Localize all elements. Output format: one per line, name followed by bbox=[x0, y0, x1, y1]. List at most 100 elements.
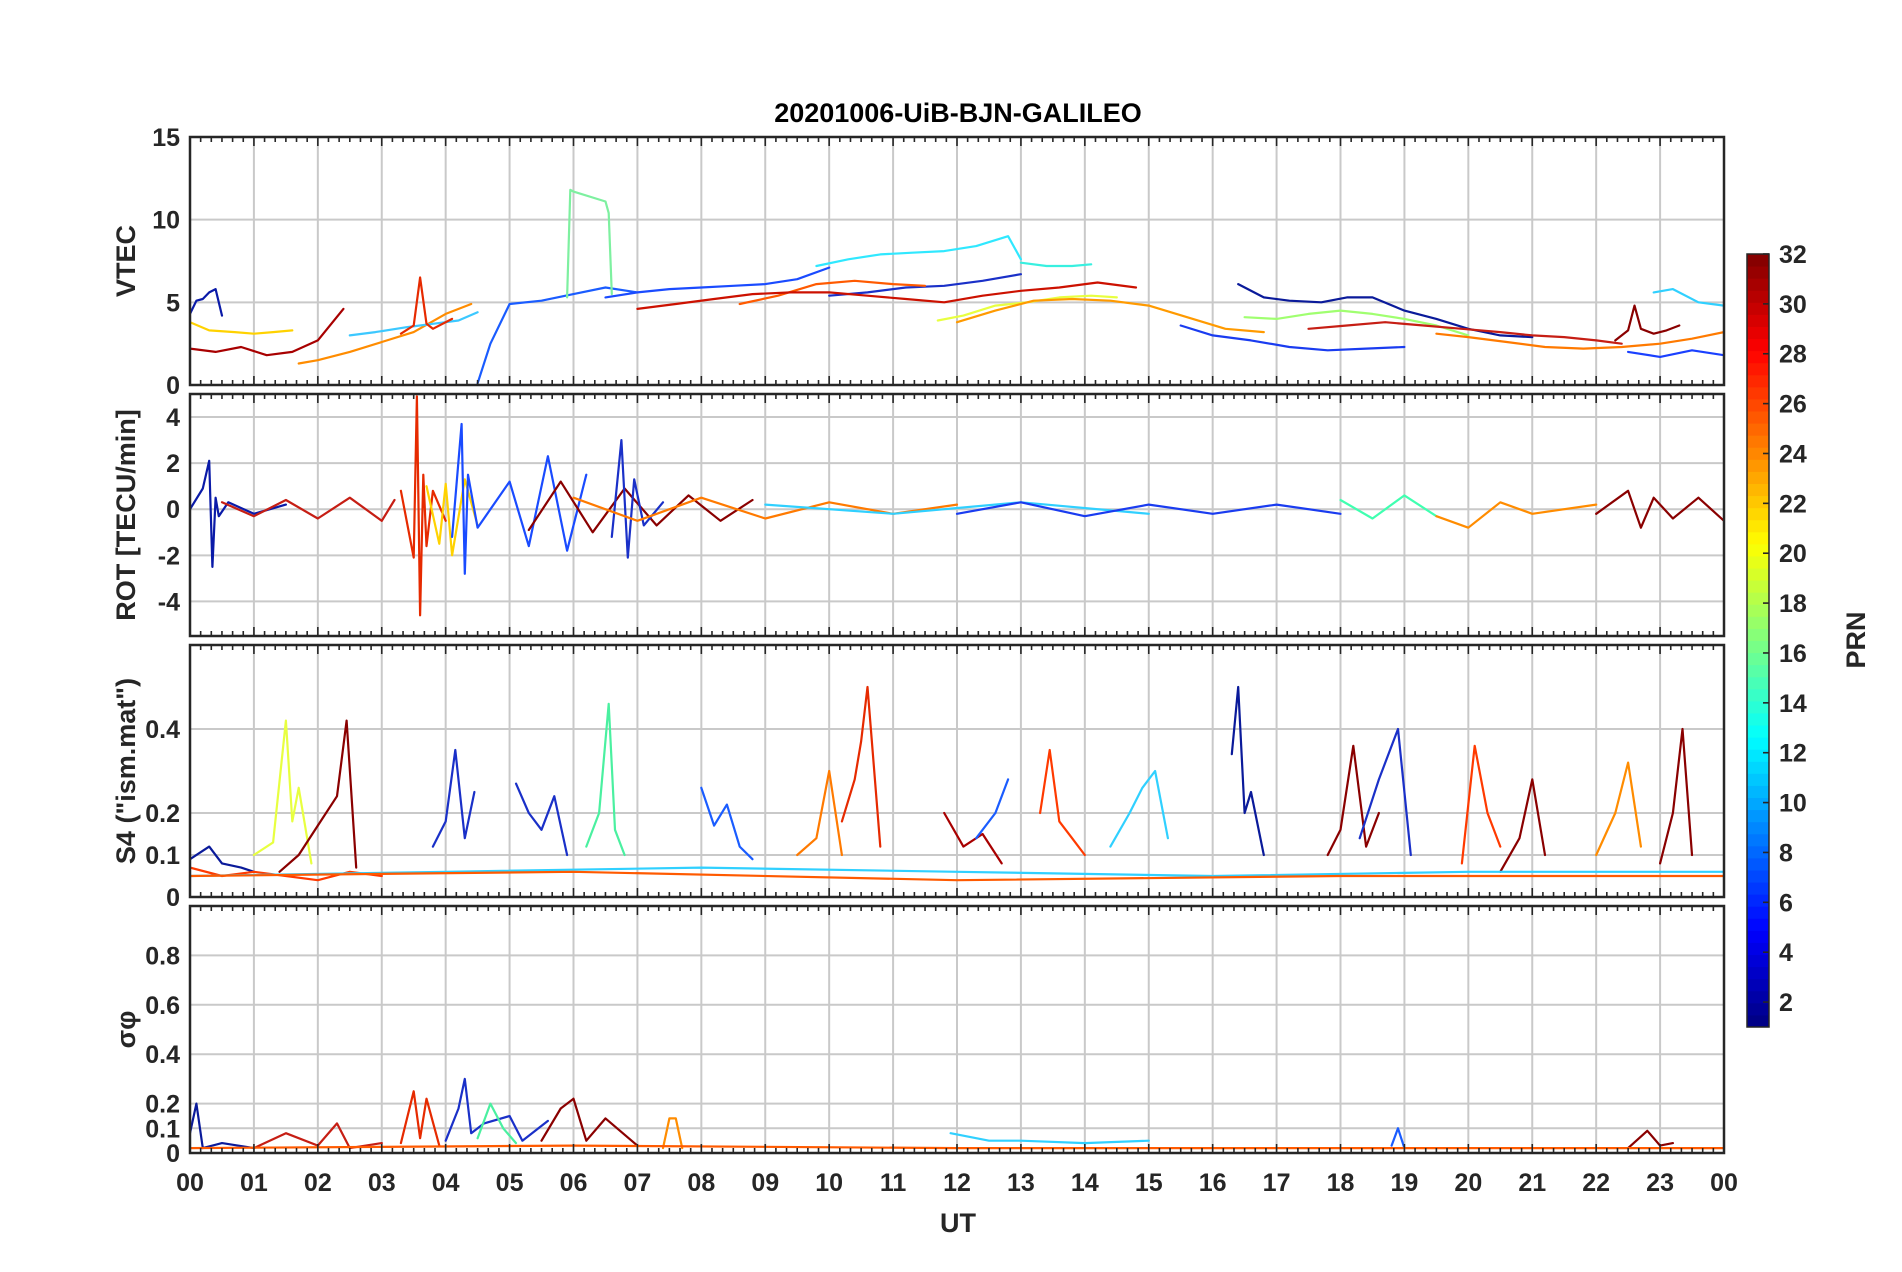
series-line-5 bbox=[451, 422, 588, 575]
series-line-15 bbox=[1230, 685, 1265, 857]
y-tick-label: 15 bbox=[152, 124, 180, 152]
colorbar-segment bbox=[1747, 495, 1769, 509]
panel-3: 0 0.1 0.2 0.4S4 ("ism.mat") bbox=[111, 643, 1726, 912]
series-line-1 bbox=[190, 845, 255, 873]
x-tick-label: 10 bbox=[815, 1169, 843, 1197]
y-tick-label: -4 bbox=[158, 588, 180, 616]
colorbar-segment bbox=[1747, 990, 1769, 1004]
series-line-3 bbox=[399, 1090, 441, 1147]
colorbar-segment bbox=[1747, 640, 1769, 654]
colorbar-segment bbox=[1747, 362, 1769, 376]
colorbar-tick-label: 12 bbox=[1779, 740, 1807, 768]
x-tick-label: 23 bbox=[1646, 1169, 1674, 1197]
x-tick-label: 13 bbox=[1007, 1169, 1035, 1197]
colorbar-segment bbox=[1747, 616, 1769, 629]
colorbar-segment bbox=[1747, 543, 1769, 557]
colorbar-tick-label: 10 bbox=[1779, 790, 1807, 818]
series-line-19 bbox=[1243, 309, 1470, 337]
y-tick-label: 0.4 bbox=[145, 716, 180, 744]
colorbar-segment bbox=[1747, 338, 1769, 352]
colorbar-label: PRN bbox=[1841, 611, 1871, 668]
series-line-10 bbox=[840, 685, 882, 848]
colorbar-segment bbox=[1747, 676, 1769, 690]
y-tick-label: 5 bbox=[166, 289, 180, 317]
colorbar-segment bbox=[1747, 725, 1769, 738]
colorbar-segment bbox=[1747, 833, 1769, 847]
series-line-7 bbox=[585, 702, 626, 857]
colorbar-segment bbox=[1747, 350, 1769, 364]
series-group bbox=[190, 395, 1724, 617]
series-group bbox=[190, 188, 1724, 385]
colorbar-segment bbox=[1747, 314, 1769, 327]
colorbar-segment bbox=[1747, 857, 1769, 871]
y-tick-label: 2 bbox=[166, 450, 180, 478]
series-line-21 bbox=[1658, 727, 1694, 865]
x-tick-label: 00 bbox=[176, 1169, 204, 1197]
colorbar-segment bbox=[1747, 1014, 1769, 1028]
colorbar-tick-label: 24 bbox=[1779, 440, 1807, 468]
colorbar-frame bbox=[1746, 253, 1770, 1028]
colorbar-segment bbox=[1747, 1002, 1769, 1016]
series-line-11 bbox=[943, 811, 1003, 865]
series-line-9 bbox=[796, 769, 844, 857]
series-line-20 bbox=[1595, 761, 1643, 857]
colorbar-segment bbox=[1747, 290, 1769, 303]
x-tick-label: 09 bbox=[751, 1169, 779, 1197]
y-axis-label: ROT [TECU/min] bbox=[111, 409, 141, 620]
series-line-23 bbox=[1652, 288, 1724, 307]
x-tick-label: 08 bbox=[687, 1169, 715, 1197]
colorbar-segment bbox=[1747, 712, 1769, 726]
series-line-3 bbox=[278, 719, 358, 873]
y-axis-label: σφ bbox=[111, 1011, 141, 1049]
y-tick-label: 0.1 bbox=[145, 1115, 180, 1143]
x-tick-label: 19 bbox=[1391, 1169, 1419, 1197]
series-line-10 bbox=[815, 235, 1023, 268]
colorbar-tick-label: 8 bbox=[1779, 839, 1793, 867]
colorbar-segment bbox=[1747, 688, 1769, 702]
series-line-6 bbox=[399, 276, 454, 335]
colorbar-segment bbox=[1747, 785, 1769, 799]
series-line-22 bbox=[1614, 304, 1681, 342]
colorbar-segment bbox=[1747, 326, 1769, 340]
series-line-12 bbox=[1435, 501, 1598, 529]
x-tick-label: 12 bbox=[943, 1169, 971, 1197]
x-tick-label: 17 bbox=[1263, 1169, 1291, 1197]
colorbar-segment bbox=[1747, 869, 1769, 883]
series-group bbox=[190, 685, 1724, 882]
x-tick-label: 02 bbox=[304, 1169, 332, 1197]
x-tick-label: 11 bbox=[880, 1169, 907, 1197]
series-line-5 bbox=[476, 1102, 518, 1145]
colorbar-segment bbox=[1747, 604, 1769, 617]
y-tick-label: 0 bbox=[166, 496, 180, 524]
colorbar-segment bbox=[1747, 580, 1769, 593]
x-tick-label: 04 bbox=[432, 1169, 460, 1197]
series-line-14 bbox=[1109, 769, 1170, 848]
colorbar-segment bbox=[1747, 411, 1769, 424]
colorbar-segment bbox=[1747, 845, 1769, 859]
colorbar-segment bbox=[1747, 966, 1769, 980]
colorbar-segment bbox=[1747, 254, 1769, 267]
series-line-4 bbox=[297, 302, 473, 365]
colorbar-segment bbox=[1747, 652, 1769, 666]
y-tick-label: 0 bbox=[166, 1140, 180, 1168]
series-line-4 bbox=[444, 1077, 550, 1142]
series-line-1 bbox=[190, 1102, 255, 1150]
y-tick-label: 0.2 bbox=[145, 1091, 180, 1119]
x-tick-label: 22 bbox=[1582, 1169, 1610, 1197]
series-line-2 bbox=[190, 307, 345, 357]
y-tick-label: 0.1 bbox=[145, 842, 180, 870]
x-tick-label: 07 bbox=[624, 1169, 652, 1197]
x-tick-label: 16 bbox=[1199, 1169, 1227, 1197]
colorbar-segment bbox=[1747, 386, 1769, 400]
x-tick-label: 03 bbox=[368, 1169, 396, 1197]
series-line-3 bbox=[190, 321, 294, 335]
y-tick-label: 0.2 bbox=[145, 800, 180, 828]
series-line-5 bbox=[348, 311, 479, 337]
colorbar-segment bbox=[1747, 531, 1769, 545]
colorbar-tick-label: 18 bbox=[1779, 590, 1807, 618]
series-line-18 bbox=[1179, 324, 1406, 352]
series-line-10 bbox=[955, 501, 1342, 518]
colorbar-segment bbox=[1747, 555, 1769, 569]
colorbar-segment bbox=[1747, 978, 1769, 992]
series-line-2 bbox=[220, 496, 396, 522]
